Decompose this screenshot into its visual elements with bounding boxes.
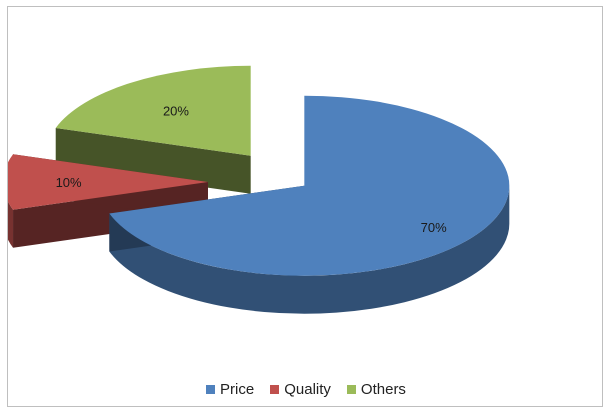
pie-slice-others: 20% bbox=[55, 65, 251, 194]
pie-slice-price: 70% bbox=[109, 95, 510, 314]
legend-item-quality: Quality bbox=[270, 381, 331, 398]
legend-swatch-price bbox=[206, 385, 216, 394]
legend-label-quality: Quality bbox=[284, 381, 331, 398]
pie-chart: 20% 10% 70% bbox=[8, 65, 510, 314]
legend-label-price: Price bbox=[220, 381, 255, 398]
legend-item-price: Price bbox=[206, 381, 254, 398]
chart-frame: 20% 10% 70% Price Quality Others bbox=[7, 6, 603, 407]
slice-label-price: 70% bbox=[421, 220, 447, 235]
legend-swatch-quality bbox=[270, 385, 280, 394]
legend-item-others: Others bbox=[346, 381, 406, 398]
slice-label-quality: 10% bbox=[56, 175, 82, 190]
slice-label-others: 20% bbox=[163, 104, 189, 119]
legend: Price Quality Others bbox=[8, 381, 604, 398]
legend-label-others: Others bbox=[360, 381, 406, 398]
legend-swatch-others bbox=[346, 385, 356, 394]
